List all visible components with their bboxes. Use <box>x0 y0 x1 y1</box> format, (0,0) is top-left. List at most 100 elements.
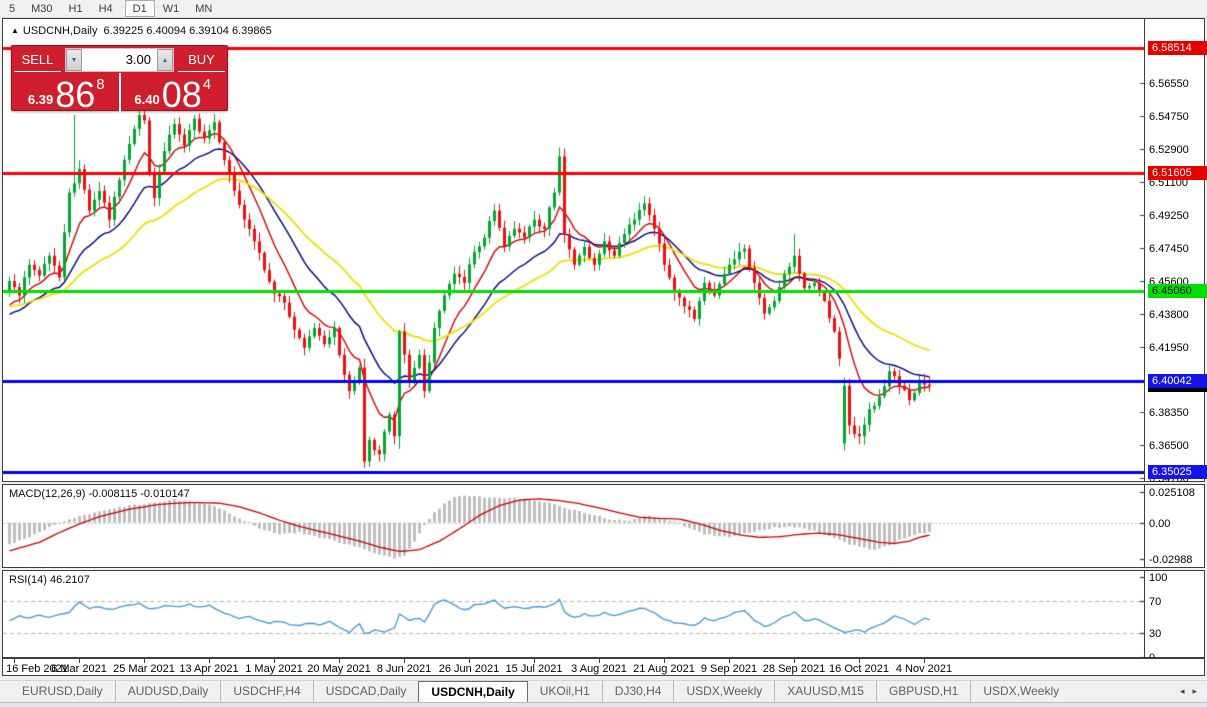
rsi-axis-label: 30 <box>1149 627 1162 640</box>
price-axis-label: 6.47450 <box>1149 242 1189 255</box>
chart-tab[interactable]: USDCNH,Daily <box>418 681 528 702</box>
price-axis-label: 6.43800 <box>1149 308 1189 321</box>
date-tick <box>14 659 15 663</box>
price-axis-label: 6.54750 <box>1149 110 1189 123</box>
date-axis-label: 16 Oct 2021 <box>829 663 889 675</box>
chart-tab[interactable]: USDCAD,Daily <box>312 681 419 702</box>
symbol-label: USDCNH,Daily <box>22 25 98 37</box>
buy-price-point: 4 <box>202 76 212 93</box>
timeframe-button[interactable]: 5 <box>9 3 16 15</box>
volume-input[interactable]: 3.00 <box>82 49 157 71</box>
date-tick <box>339 659 340 663</box>
price-level-chip[interactable]: 6.51605 <box>1148 165 1207 180</box>
volume-spinner: ▼ 3.00 ▲ <box>65 48 174 72</box>
timeframe-button[interactable]: D1 <box>124 0 155 17</box>
sell-price-pips: 86 <box>55 74 96 115</box>
rsi-axis-label: 100 <box>1149 571 1168 584</box>
tab-scroll-left-icon[interactable]: ◂ <box>1179 686 1185 696</box>
tab-scroll-controls: ◂ ▸ <box>1180 681 1207 702</box>
date-axis-label: 4 Nov 2021 <box>895 663 953 675</box>
macd-label: MACD(12,26,9) -0.008115 -0.010147 <box>9 488 190 500</box>
price-level-chip[interactable]: 6.45060 <box>1148 283 1207 298</box>
date-tick <box>599 659 600 663</box>
timeframe-toolbar: 5 M30 H1 H4 D1 W1 MN <box>0 0 1207 18</box>
date-tick <box>469 659 470 663</box>
date-axis-label: 6 Mar 2021 <box>51 663 107 675</box>
sell-button[interactable]: SELL <box>14 48 61 72</box>
timeframe-button[interactable]: W1 <box>162 3 180 15</box>
date-tick <box>144 659 145 663</box>
date-tick <box>209 659 210 663</box>
volume-increase-button[interactable]: ▲ <box>157 49 173 71</box>
down-arrow-icon: ▼ <box>70 56 78 64</box>
rsi-label: RSI(14) 46.2107 <box>9 574 90 586</box>
price-axis-label: 6.56550 <box>1149 78 1189 91</box>
date-axis-label: 15 Jul 2021 <box>505 663 563 675</box>
price-chart-panel[interactable]: ▲ USDCNH,Daily 6.39225 6.40094 6.39104 6.3… <box>2 18 1207 485</box>
timeframe-button[interactable]: M30 <box>31 3 53 15</box>
timeframe-button[interactable]: H1 <box>68 3 83 15</box>
date-axis-label: 8 Jun 2021 <box>376 663 432 675</box>
chart-tab[interactable]: UKOil,H1 <box>539 684 590 698</box>
macd-axis-label: -0.02988 <box>1149 554 1193 567</box>
sell-price-point: 8 <box>96 76 105 93</box>
chart-title: ▲ USDCNH,Daily 6.39225 6.40094 6.39104 6.3… <box>11 25 272 37</box>
macd-axis-label: 0.00 <box>1149 517 1171 530</box>
chart-tab[interactable]: GBPUSD,H1 <box>875 681 970 702</box>
date-axis-label: 28 Sep 2021 <box>762 663 826 675</box>
price-axis-label: 6.49250 <box>1149 210 1189 223</box>
macd-axis-label: 0.025108 <box>1149 486 1195 499</box>
rsi-canvas[interactable] <box>3 571 1145 657</box>
timeframe-button[interactable]: MN <box>195 3 213 15</box>
rsi-axis-label: 0 <box>1149 652 1155 664</box>
macd-canvas[interactable] <box>3 485 1145 567</box>
price-axis-label: 6.51100 <box>1149 176 1188 189</box>
chart-tab[interactable]: USDCHF,H4 <box>220 681 312 702</box>
price-axis-label: 6.38350 <box>1149 406 1189 419</box>
chart-tab-bar: EURUSD,Daily AUDUSD,Daily USDCHF,H4 USDCAD,… <box>0 680 1207 702</box>
date-tick <box>79 659 80 663</box>
date-axis-label: 21 Aug 2021 <box>633 663 695 675</box>
date-tick <box>664 659 665 663</box>
chart-tab[interactable]: DJ30,H4 <box>601 681 674 702</box>
trade-widget: SELL ▼ 3.00 ▲ BUY 6.39 86 8 6.40 08 4 <box>11 45 228 113</box>
buy-price-pips: 08 <box>161 74 202 115</box>
date-axis-label: 1 May 2021 <box>245 663 303 675</box>
tab-scroll-right-icon[interactable]: ▸ <box>1192 686 1197 696</box>
buy-button[interactable]: BUY <box>178 48 225 72</box>
timeframe-button[interactable]: H4 <box>98 3 113 15</box>
buy-price-display[interactable]: 6.40 08 4 <box>121 73 226 113</box>
rsi-indicator-panel[interactable]: RSI(14) 46.2107 100 70 30 0 <box>2 570 1205 664</box>
chart-tab[interactable]: EURUSD,Daily <box>22 684 103 698</box>
macd-indicator-panel[interactable]: MACD(12,26,9) -0.008115 -0.010147 0.0251… <box>2 484 1205 568</box>
date-axis-label: 3 Aug 2021 <box>571 663 627 675</box>
price-level-chip[interactable]: 6.35025 <box>1148 464 1207 479</box>
date-axis-label: 26 Jun 2021 <box>438 663 500 675</box>
price-level-chip[interactable]: 6.40042 <box>1148 374 1207 389</box>
collapse-arrow-icon[interactable]: ▲ <box>11 26 19 35</box>
status-bar <box>0 702 1207 707</box>
date-axis-label: 20 May 2021 <box>307 663 371 675</box>
date-axis-label: 13 Apr 2021 <box>179 663 239 675</box>
ohlc-values: 6.39225 6.40094 6.39104 6.39865 <box>103 25 272 37</box>
rsi-axis-label: 70 <box>1149 595 1162 608</box>
date-axis: 16 Feb 2021 6 Mar 2021 25 Mar 2021 13 Apr 2… <box>2 658 1205 676</box>
buy-price-base: 6.40 <box>134 92 160 107</box>
chart-tab[interactable]: USDX,Weekly <box>970 681 1071 702</box>
price-level-chip[interactable]: 6.58514 <box>1148 40 1207 55</box>
date-tick <box>924 659 925 663</box>
chart-tab[interactable]: XAUUSD,M15 <box>774 681 876 702</box>
date-tick <box>274 659 275 663</box>
date-tick <box>404 659 405 663</box>
volume-decrease-button[interactable]: ▼ <box>66 49 82 71</box>
price-axis-label: 6.52900 <box>1149 144 1189 157</box>
price-axis-label: 6.41950 <box>1149 341 1189 354</box>
sell-price-display[interactable]: 6.39 86 8 <box>14 73 121 113</box>
chart-tab[interactable]: USDX,Weekly <box>673 681 774 702</box>
date-tick <box>794 659 795 663</box>
chart-tab[interactable]: AUDUSD,Daily <box>114 681 221 702</box>
up-arrow-icon: ▲ <box>161 56 169 64</box>
sell-price-base: 6.39 <box>27 92 54 107</box>
date-tick <box>859 659 860 663</box>
